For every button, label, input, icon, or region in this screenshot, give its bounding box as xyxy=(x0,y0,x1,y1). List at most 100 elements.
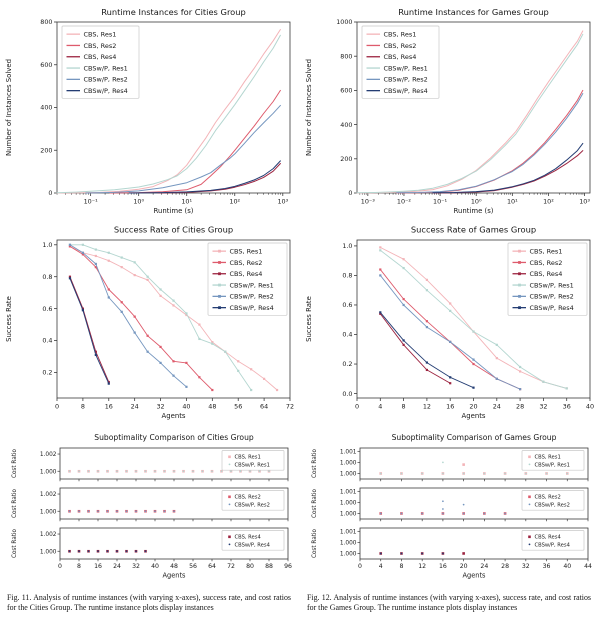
svg-text:28: 28 xyxy=(516,403,524,411)
svg-text:80: 80 xyxy=(246,563,254,570)
svg-text:72: 72 xyxy=(227,563,235,570)
svg-text:36: 36 xyxy=(563,403,571,411)
svg-text:0: 0 xyxy=(55,403,59,411)
svg-text:Agents: Agents xyxy=(463,572,487,580)
svg-text:24: 24 xyxy=(493,403,501,411)
svg-text:400: 400 xyxy=(340,121,352,129)
svg-text:1.0: 1.0 xyxy=(342,242,352,250)
svg-text:32: 32 xyxy=(522,563,530,570)
svg-text:CBSw/P, Res1: CBSw/P, Res1 xyxy=(535,462,570,468)
svg-text:Success Rate of Games Group: Success Rate of Games Group xyxy=(411,225,536,235)
svg-text:CBSw/P, Res1: CBSw/P, Res1 xyxy=(530,281,574,289)
svg-text:56: 56 xyxy=(234,403,242,411)
svg-text:20: 20 xyxy=(460,563,468,570)
svg-text:CBSw/P, Res1: CBSw/P, Res1 xyxy=(235,462,270,468)
svg-text:0.0: 0.0 xyxy=(342,390,352,398)
chart-suboptimality-cities: Suboptimality Comparison of Cities Group… xyxy=(12,433,292,580)
svg-text:CBS, Res4: CBS, Res4 xyxy=(235,535,262,541)
svg-text:10⁻²: 10⁻² xyxy=(397,198,412,206)
svg-text:72: 72 xyxy=(286,403,294,411)
svg-text:20: 20 xyxy=(469,403,477,411)
svg-text:8: 8 xyxy=(402,403,406,411)
svg-text:0.6: 0.6 xyxy=(342,301,352,309)
svg-text:32: 32 xyxy=(132,563,140,570)
svg-text:36: 36 xyxy=(543,563,551,570)
svg-text:200: 200 xyxy=(340,155,352,163)
svg-text:10⁰: 10⁰ xyxy=(133,198,144,206)
svg-text:0: 0 xyxy=(348,189,352,197)
svg-text:1.000: 1.000 xyxy=(340,460,357,466)
svg-text:Agents: Agents xyxy=(162,412,186,420)
chart-runtime-cities: Runtime Instances for Cities Group 10⁻¹ 10… xyxy=(5,7,291,215)
svg-text:Runtime Instances for Games Gr: Runtime Instances for Games Group xyxy=(398,7,549,17)
svg-text:1.002: 1.002 xyxy=(40,492,57,498)
svg-text:1.000: 1.000 xyxy=(340,551,357,557)
svg-text:CBS, Res4: CBS, Res4 xyxy=(535,535,562,541)
svg-text:16: 16 xyxy=(439,563,447,570)
svg-text:CBSw/P, Res4: CBSw/P, Res4 xyxy=(535,542,571,548)
svg-text:CBSw/P, Res2: CBSw/P, Res2 xyxy=(384,76,428,84)
chart-success-cities: Success Rate of Cities Group 0 8 16 24 32 40 48… xyxy=(5,225,294,421)
svg-text:0: 0 xyxy=(58,563,62,570)
svg-text:8: 8 xyxy=(81,403,85,411)
svg-text:1.000: 1.000 xyxy=(340,540,357,546)
svg-text:1.002: 1.002 xyxy=(40,532,57,538)
svg-text:CBS, Res2: CBS, Res2 xyxy=(535,495,561,501)
svg-text:Success Rate: Success Rate xyxy=(5,296,13,342)
svg-text:CBS, Res2: CBS, Res2 xyxy=(235,495,261,501)
svg-text:8: 8 xyxy=(77,563,81,570)
svg-text:88: 88 xyxy=(265,563,273,570)
svg-text:10⁰: 10⁰ xyxy=(471,198,482,206)
svg-text:40: 40 xyxy=(151,563,159,570)
svg-text:10³: 10³ xyxy=(277,198,288,206)
chart-suboptimality-games: Suboptimality Comparison of Games Group 1… xyxy=(312,433,592,580)
svg-text:CBSw/P, Res2: CBSw/P, Res2 xyxy=(535,502,570,508)
svg-text:1.000: 1.000 xyxy=(340,511,357,517)
svg-text:48: 48 xyxy=(170,563,178,570)
svg-text:1.001: 1.001 xyxy=(340,449,357,455)
svg-text:0.4: 0.4 xyxy=(342,331,352,339)
svg-text:4: 4 xyxy=(379,563,383,570)
svg-text:CBS, Res1: CBS, Res1 xyxy=(530,247,563,255)
caption-fig11: Fig. 11. Analysis of runtime instances (… xyxy=(7,593,291,613)
svg-text:Success Rate: Success Rate xyxy=(305,296,313,342)
svg-text:48: 48 xyxy=(208,403,216,411)
svg-text:CBSw/P, Res4: CBSw/P, Res4 xyxy=(84,87,128,95)
svg-text:4: 4 xyxy=(378,403,382,411)
svg-text:0.8: 0.8 xyxy=(342,272,352,280)
svg-text:Cost Ratio: Cost Ratio xyxy=(12,488,18,518)
svg-text:1.000: 1.000 xyxy=(40,469,57,475)
svg-text:1.000: 1.000 xyxy=(40,509,57,515)
chart-success-games: Success Rate of Games Group 0 4 8 12 16 20 24 28… xyxy=(305,225,594,421)
svg-text:CBS, Res4: CBS, Res4 xyxy=(230,270,263,278)
svg-text:CBSw/P, Res2: CBSw/P, Res2 xyxy=(230,293,274,301)
svg-text:CBS, Res2: CBS, Res2 xyxy=(530,259,563,267)
svg-text:0.4: 0.4 xyxy=(42,337,52,345)
svg-text:10²: 10² xyxy=(543,198,554,206)
svg-text:16: 16 xyxy=(94,563,102,570)
svg-text:CBS, Res4: CBS, Res4 xyxy=(384,53,417,61)
svg-text:Cost Ratio: Cost Ratio xyxy=(312,528,318,558)
svg-text:10⁻¹: 10⁻¹ xyxy=(84,198,99,206)
svg-text:Runtime Instances for Cities G: Runtime Instances for Cities Group xyxy=(101,7,246,17)
svg-text:Cost Ratio: Cost Ratio xyxy=(12,448,18,478)
svg-text:Cost Ratio: Cost Ratio xyxy=(312,448,318,478)
svg-text:0.2: 0.2 xyxy=(42,369,52,377)
svg-text:Number of Instances Solved: Number of Instances Solved xyxy=(305,59,313,156)
svg-text:CBSw/P, Res1: CBSw/P, Res1 xyxy=(384,64,428,72)
svg-text:40: 40 xyxy=(586,403,594,411)
svg-text:200: 200 xyxy=(40,146,52,154)
svg-text:96: 96 xyxy=(284,563,292,570)
svg-text:600: 600 xyxy=(340,87,352,95)
svg-text:CBSw/P, Res4: CBSw/P, Res4 xyxy=(230,304,274,312)
svg-text:CBSw/P, Res2: CBSw/P, Res2 xyxy=(84,76,128,84)
svg-text:CBS, Res2: CBS, Res2 xyxy=(84,42,117,50)
svg-text:CBSw/P, Res4: CBSw/P, Res4 xyxy=(235,542,271,548)
svg-text:CBS, Res1: CBS, Res1 xyxy=(384,30,417,38)
svg-text:1.000: 1.000 xyxy=(40,549,57,555)
svg-text:32: 32 xyxy=(539,403,547,411)
svg-text:CBS, Res1: CBS, Res1 xyxy=(535,455,561,461)
svg-text:12: 12 xyxy=(423,403,431,411)
svg-text:Suboptimality Comparison of Ci: Suboptimality Comparison of Cities Group xyxy=(94,433,254,442)
svg-text:8: 8 xyxy=(399,563,403,570)
